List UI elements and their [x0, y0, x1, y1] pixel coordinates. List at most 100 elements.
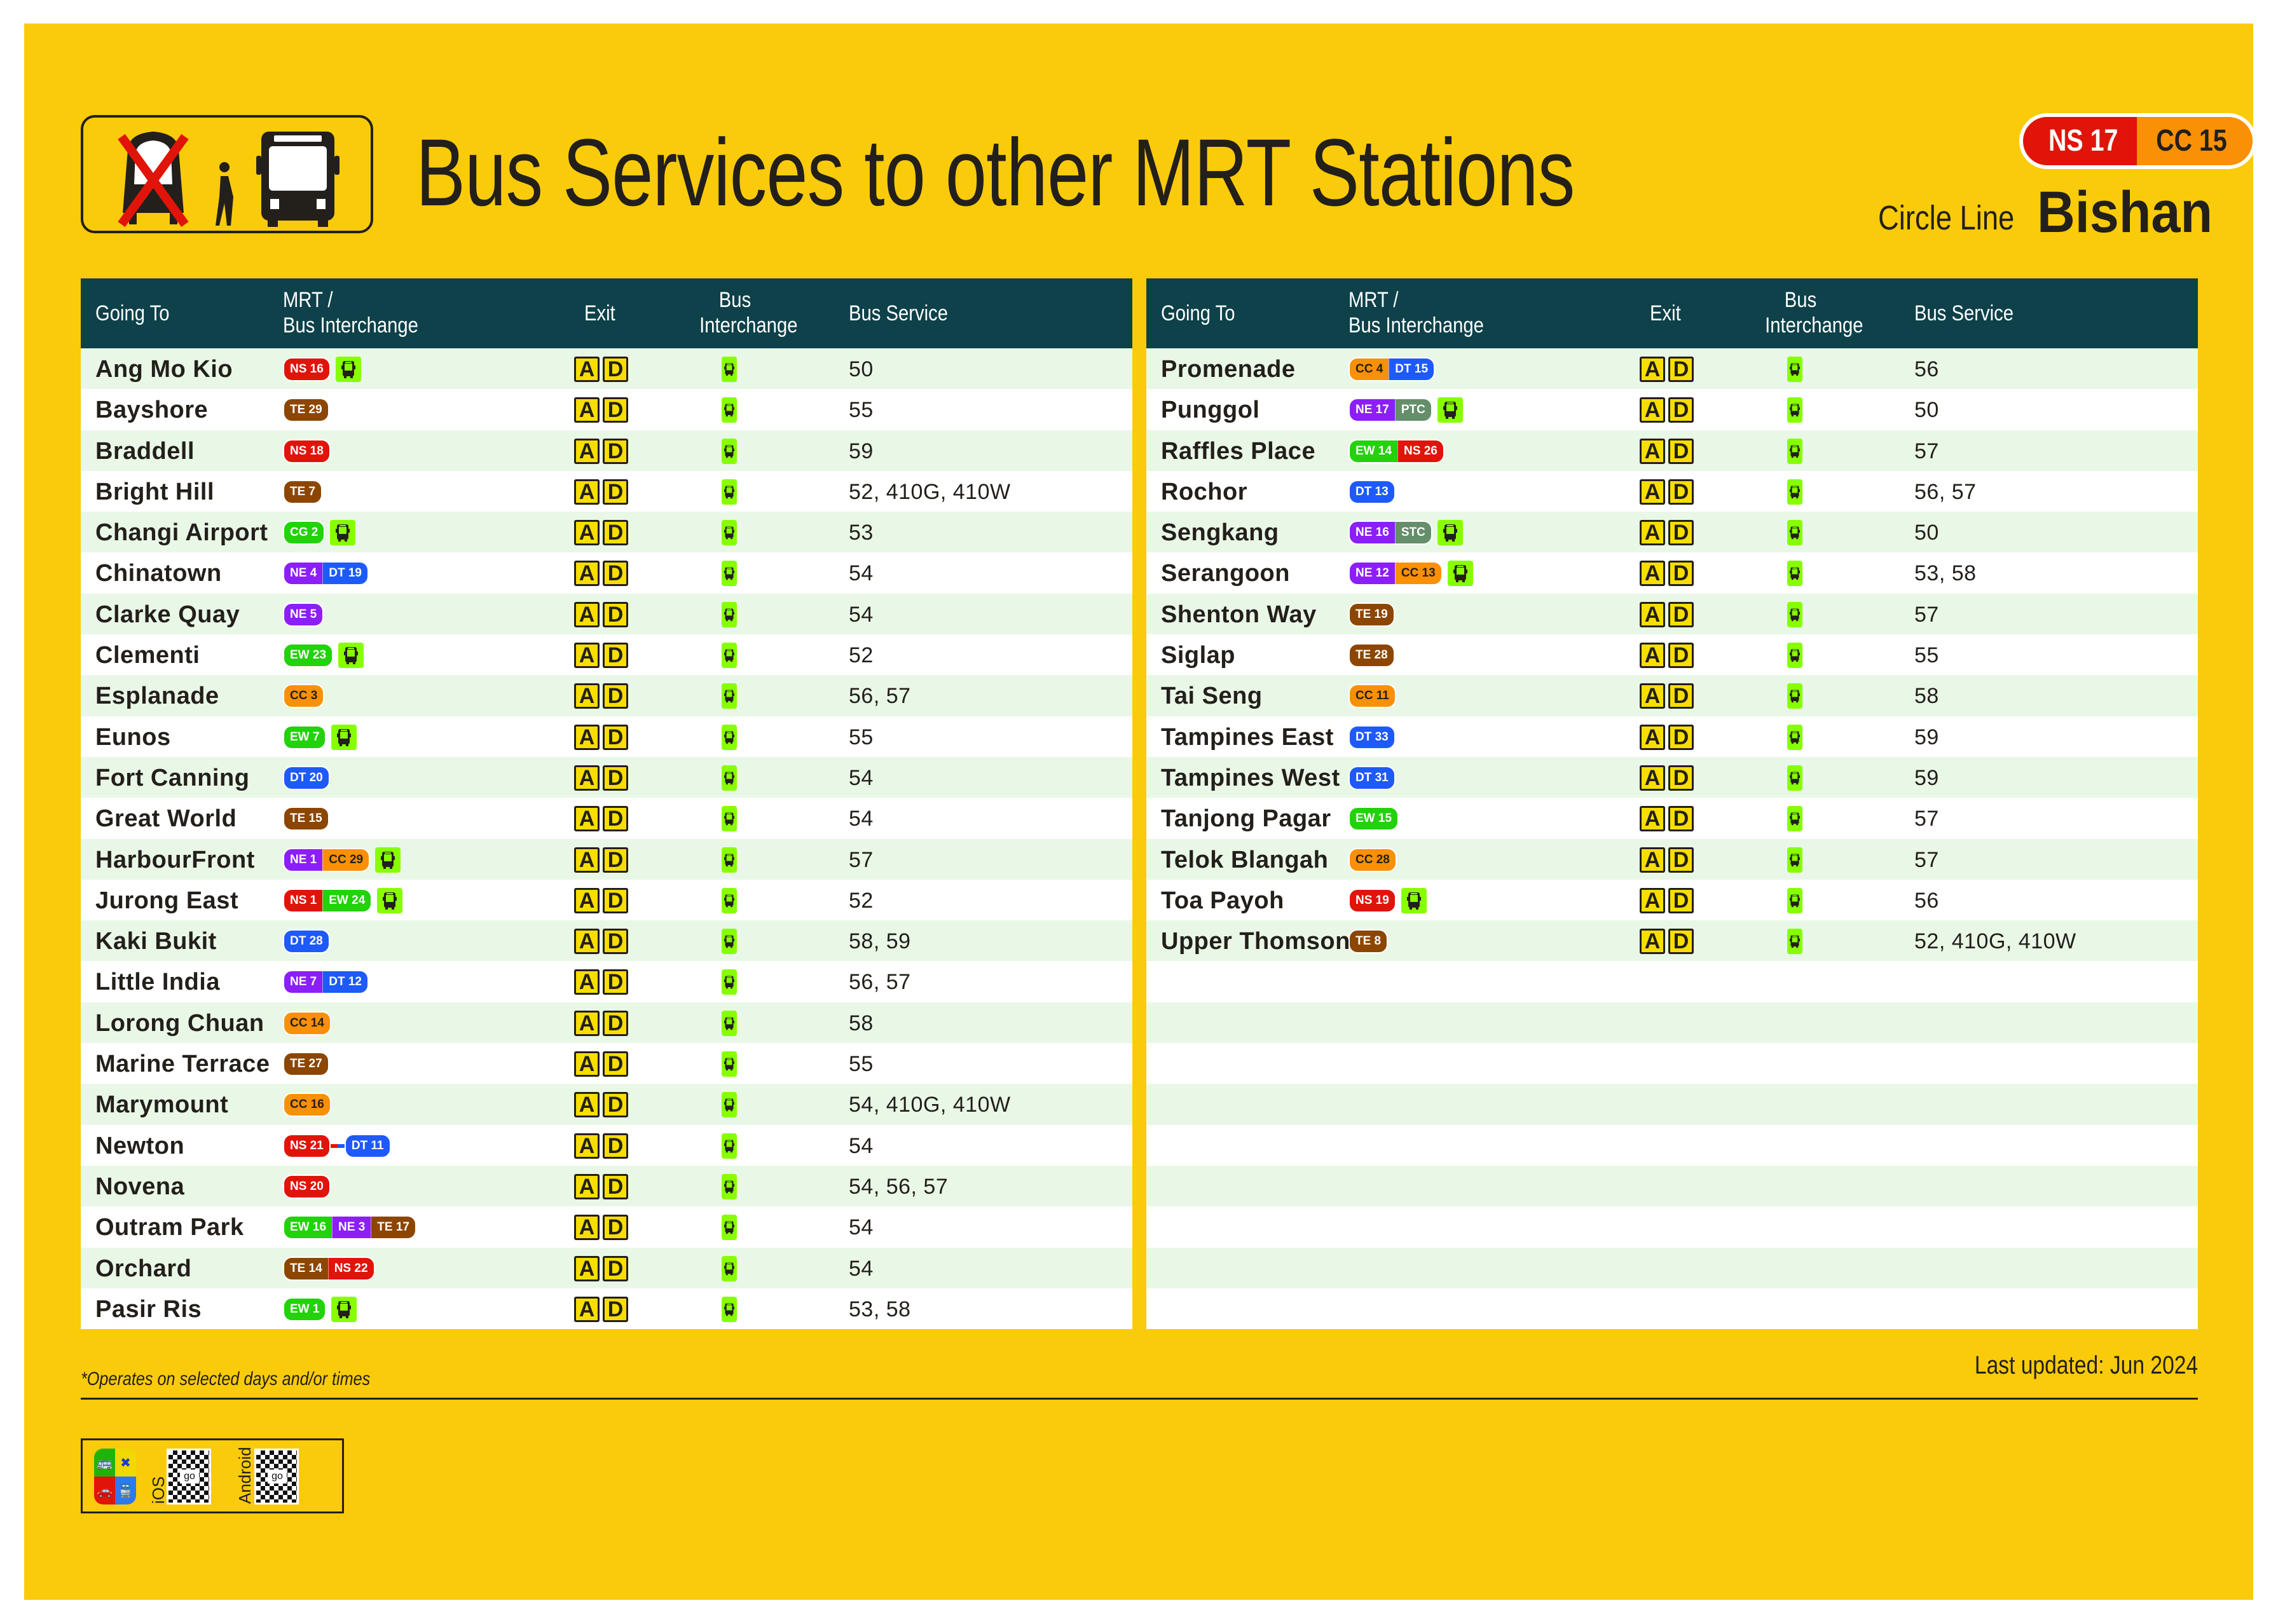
exit-a-badge: A [1640, 887, 1665, 913]
table-row: Sengkang NE 16 STC A D 50 [1146, 512, 2198, 553]
bus-icon [722, 520, 737, 546]
bus-service-numbers: 54, 56, 57 [849, 1174, 949, 1199]
bus-interchange-cell [722, 724, 737, 750]
bus-icon [1787, 887, 1802, 913]
bus-service-numbers: 53, 58 [849, 1297, 911, 1321]
exit-d-badge: D [1668, 601, 1694, 627]
exit-a-badge: A [574, 847, 600, 873]
exit-a-badge: A [574, 561, 600, 587]
bus-icon [722, 929, 737, 955]
table-row: Raffles Place EW 14 NS 26 A D 57 [1146, 430, 2198, 471]
bus-icon [722, 806, 737, 832]
bus-icon [1787, 806, 1802, 832]
bus-service-numbers: 58, 59 [849, 929, 911, 954]
exit-d-badge: D [603, 561, 628, 587]
exit-a-badge: A [574, 887, 600, 913]
mrt-codes: EW 1 [283, 1296, 357, 1322]
bus-service-numbers: 59 [849, 439, 874, 463]
bus-interchange-icon [1437, 520, 1463, 546]
bus-interchange-cell [722, 1133, 737, 1159]
linked-station-codes: NS 21 DT 11 [283, 1133, 391, 1158]
mrt-codes: EW 7 [283, 724, 357, 750]
line-code: EW 16 [284, 1217, 333, 1239]
exit-d-badge: D [603, 479, 628, 505]
destination-name: Esplanade [95, 683, 219, 710]
table-row: Kaki Bukit DT 28 A D 58, 59 [81, 920, 1132, 962]
empty-table-row [1146, 1043, 2198, 1084]
exit-a-badge: A [1640, 847, 1665, 873]
exit-d-badge: D [1668, 847, 1694, 873]
line-code: DT 33 [1350, 726, 1394, 748]
line-code: CC 29 [322, 849, 369, 871]
exit-d-badge: D [603, 929, 628, 955]
table-body: Promenade CC 4 DT 15 A D 56 Punggol NE 17 PTC A D 5… [1146, 348, 2198, 1330]
bus-service-numbers: 52 [849, 888, 874, 913]
bus-icon [722, 561, 737, 587]
mrt-codes: DT 31 [1348, 765, 1396, 791]
bus-service-numbers: 59 [1914, 725, 1939, 749]
bus-interchange-cell [1787, 438, 1802, 464]
bus-icon [722, 1133, 737, 1159]
bus-interchange-cell [722, 561, 737, 587]
mytransport-app-icon[interactable]: 🚌 ✖ 🚗 🚆 [94, 1449, 136, 1505]
bus-interchange-icon [331, 724, 357, 750]
exit-d-badge: D [1668, 561, 1694, 587]
table-row: Tampines West DT 31 A D 59 [1146, 756, 2198, 798]
bus-interchange-cell [1787, 683, 1802, 709]
qr-code-ios[interactable]: go [167, 1449, 211, 1505]
mrt-codes: CC 14 [283, 1011, 331, 1036]
exit-d-badge: D [1668, 479, 1694, 505]
bus-interchange-cell [722, 479, 737, 505]
line-code-pill: CC 3 [283, 684, 325, 709]
table-row: Chinatown NE 4 DT 19 A D 54 [81, 552, 1132, 593]
table-row: Changi Airport CG 2 A D 53 [81, 512, 1132, 553]
destination-name: Bright Hill [95, 478, 215, 505]
table-row: Ang Mo Kio NS 16 A D 50 [81, 348, 1132, 390]
destination-name: Pasir Ris [95, 1295, 202, 1323]
mrt-codes: NE 7 DT 12 [283, 969, 369, 995]
exit-a-badge: A [574, 601, 600, 627]
line-code: CG 2 [284, 522, 324, 544]
qr-code-android[interactable]: go [254, 1449, 299, 1505]
exit-a-badge: A [1640, 520, 1665, 546]
bus-icon [1787, 397, 1802, 423]
table-row: Tai Seng CC 11 A D 58 [1146, 675, 2198, 716]
bus-icon [722, 1010, 737, 1036]
destination-name: Orchard [95, 1255, 192, 1282]
line-code-pill: TE 28 [1348, 643, 1395, 668]
col-bus-int-line2: Interchange [699, 313, 798, 338]
bus-icon [1787, 765, 1802, 791]
line-code: DT 31 [1350, 767, 1394, 789]
bus-interchange-cell [722, 765, 737, 791]
exit-a-badge: A [574, 357, 600, 382]
exit-d-badge: D [603, 438, 628, 464]
bus-service-numbers: 52, 410G, 410W [849, 479, 1011, 504]
destination-name: Upper Thomson [1161, 928, 1350, 955]
table-row: Little India NE 7 DT 12 A D 56, 57 [81, 961, 1132, 1002]
line-code: NE 7 [284, 971, 323, 993]
bus-interchange-cell [1787, 601, 1802, 627]
line-code-pill: DT 31 [1348, 765, 1396, 790]
last-updated: Last updated: Jun 2024 [1974, 1351, 2198, 1379]
exit-a-badge: A [1640, 683, 1665, 709]
line-code: DT 13 [1350, 481, 1394, 503]
bus-service-numbers: 54, 410G, 410W [849, 1093, 1011, 1117]
bus-interchange-cell [722, 1051, 737, 1077]
exit-d-badge: D [603, 806, 628, 832]
destination-name: Ang Mo Kio [95, 356, 233, 383]
bus-interchange-cell [1787, 765, 1802, 791]
qr-label-android: Android [235, 1447, 254, 1504]
bus-interchange-cell [722, 1010, 737, 1036]
line-code-pill: EW 23 [283, 643, 334, 668]
line-code-pill: DT 33 [1348, 725, 1396, 749]
exit-a-badge: A [574, 520, 600, 546]
bus-interchange-icon [1401, 887, 1427, 913]
line-code-pill: NE 4 DT 19 [283, 561, 369, 586]
